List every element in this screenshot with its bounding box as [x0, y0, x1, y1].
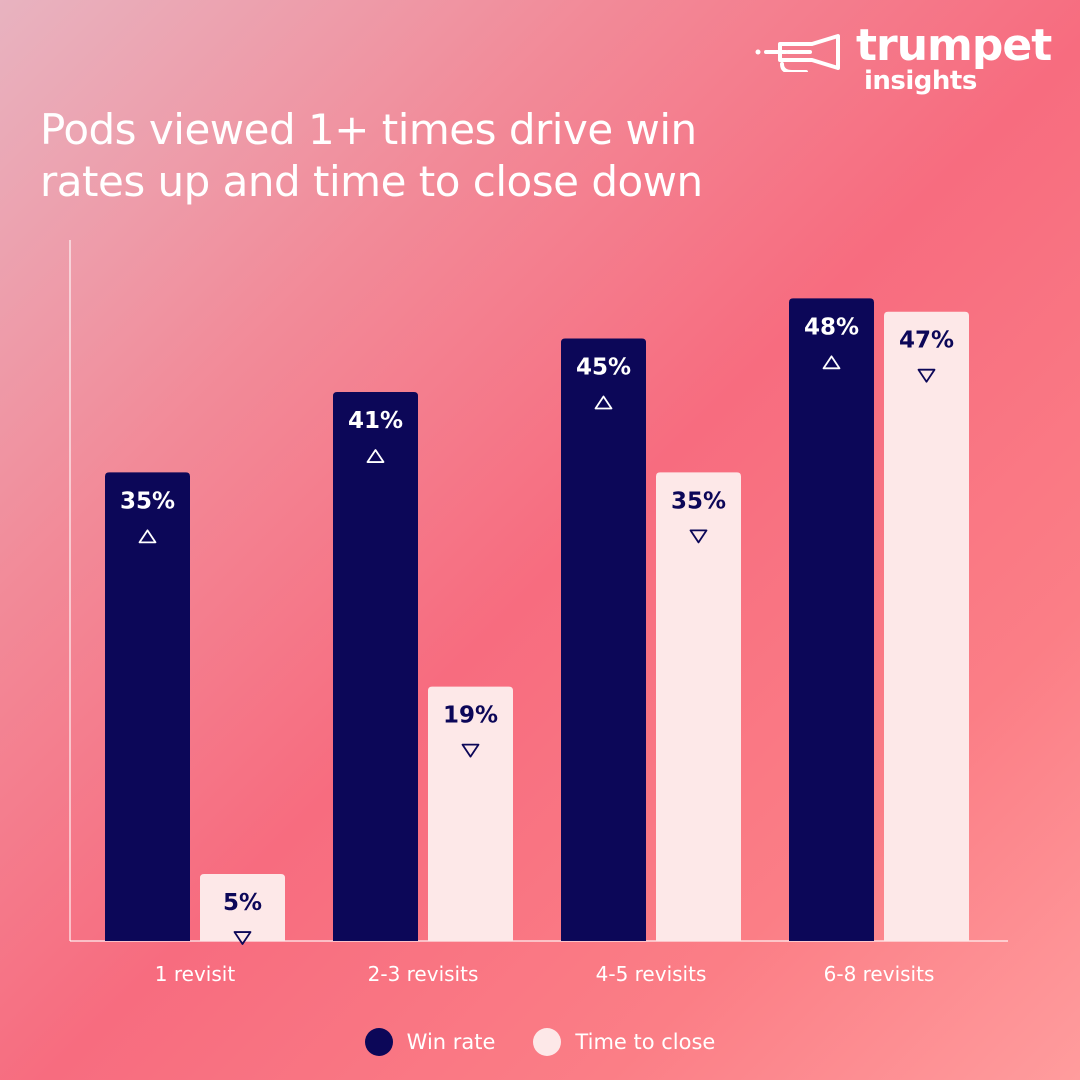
triangle-up-icon-3: [594, 395, 613, 410]
brand-logo: trumpet insights: [752, 20, 1052, 106]
triangle-down-icon-2: [461, 743, 480, 758]
data-label-win-rate-2: 41%: [348, 408, 403, 434]
data-label-win-rate-1: 35%: [120, 488, 175, 514]
x-tick-label-4: 6-8 revisits: [824, 962, 935, 986]
x-tick-label-1: 1 revisit: [155, 962, 236, 986]
x-tick-label-3: 4-5 revisits: [596, 962, 707, 986]
brand-name: trumpet: [856, 20, 1052, 71]
legend-label-time-to-close: Time to close: [575, 1030, 716, 1054]
legend-item-win-rate: Win rate: [364, 1028, 496, 1056]
legend-label-win-rate: Win rate: [406, 1030, 496, 1054]
data-label-time-to-close-3: 35%: [671, 488, 726, 514]
bar-win-rate-2: [333, 392, 418, 942]
trumpet-icon: [755, 34, 840, 72]
legend-swatch-time-to-close: [533, 1028, 562, 1056]
triangle-up-icon-4: [822, 355, 841, 370]
bar-win-rate-4: [789, 298, 874, 941]
data-label-time-to-close-2: 19%: [443, 703, 498, 729]
legend-swatch-win-rate: [364, 1028, 393, 1056]
brand-subtitle: insights: [864, 66, 977, 96]
triangle-down-icon-4: [917, 368, 936, 383]
bar-time-to-close-3: [656, 472, 741, 941]
triangle-down-icon-1: [233, 931, 252, 945]
triangle-up-icon-2: [366, 449, 385, 463]
bar-time-to-close-2: [428, 686, 513, 941]
data-label-win-rate-3: 45%: [576, 354, 631, 380]
data-label-time-to-close-1: 5%: [223, 890, 262, 916]
triangle-up-icon-1: [138, 529, 157, 544]
data-label-win-rate-4: 48%: [804, 314, 859, 340]
bar-chart: 35% 5% 1 revisit 41% 19% 2-3 revisits 45% 35% 4-…: [105, 298, 969, 986]
bar-win-rate-3: [561, 338, 646, 942]
bar-win-rate-1: [105, 472, 190, 941]
chart-legend: Win rate Time to close: [0, 1024, 1080, 1060]
data-label-time-to-close-4: 47%: [899, 328, 954, 354]
chart-title: Pods viewed 1+ times drive win rates up …: [40, 105, 703, 206]
triangle-down-icon-3: [689, 529, 708, 544]
x-tick-label-2: 2-3 revisits: [368, 962, 479, 986]
legend-item-time-to-close: Time to close: [533, 1028, 715, 1056]
bar-time-to-close-1: [200, 874, 285, 941]
bar-time-to-close-4: [884, 311, 969, 942]
